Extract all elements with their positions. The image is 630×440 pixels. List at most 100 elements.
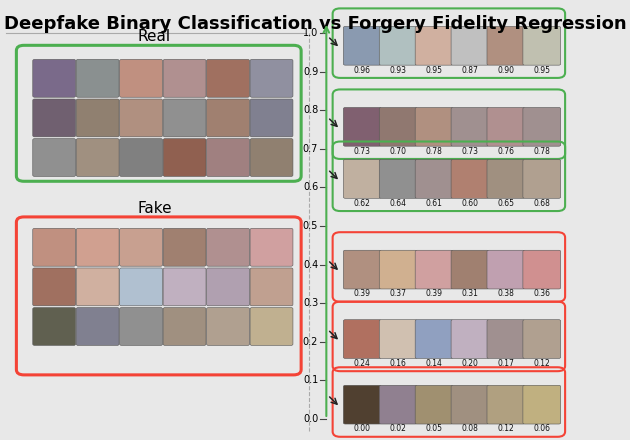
FancyBboxPatch shape — [207, 308, 249, 345]
Text: 0.60: 0.60 — [462, 199, 478, 208]
Text: 0.1: 0.1 — [303, 375, 318, 385]
FancyBboxPatch shape — [250, 139, 293, 176]
FancyBboxPatch shape — [120, 228, 163, 266]
FancyBboxPatch shape — [451, 160, 489, 198]
FancyBboxPatch shape — [33, 99, 76, 137]
FancyBboxPatch shape — [343, 320, 381, 359]
Text: 0.31: 0.31 — [462, 290, 478, 298]
FancyBboxPatch shape — [33, 308, 76, 345]
FancyBboxPatch shape — [523, 26, 561, 65]
Text: 0.70: 0.70 — [390, 147, 406, 156]
FancyBboxPatch shape — [33, 139, 76, 176]
Text: 0.14: 0.14 — [426, 359, 442, 368]
Text: 0.2: 0.2 — [303, 337, 318, 347]
FancyBboxPatch shape — [523, 320, 561, 359]
FancyBboxPatch shape — [250, 228, 293, 266]
FancyBboxPatch shape — [415, 107, 453, 146]
FancyBboxPatch shape — [415, 385, 453, 424]
Text: 0.24: 0.24 — [354, 359, 370, 368]
FancyBboxPatch shape — [33, 268, 76, 306]
FancyBboxPatch shape — [207, 228, 249, 266]
FancyBboxPatch shape — [415, 26, 453, 65]
Text: 0.39: 0.39 — [354, 290, 370, 298]
Text: 0.62: 0.62 — [354, 199, 370, 208]
Text: 0.6: 0.6 — [303, 182, 318, 192]
FancyBboxPatch shape — [76, 59, 119, 97]
Text: 0.08: 0.08 — [462, 425, 478, 433]
FancyBboxPatch shape — [163, 139, 206, 176]
FancyBboxPatch shape — [379, 26, 417, 65]
Text: 0.0: 0.0 — [303, 414, 318, 424]
Text: 0.95: 0.95 — [534, 66, 550, 75]
FancyBboxPatch shape — [163, 59, 206, 97]
Text: 0.73: 0.73 — [462, 147, 478, 156]
Text: 0.87: 0.87 — [462, 66, 478, 75]
FancyBboxPatch shape — [451, 107, 489, 146]
Text: 0.61: 0.61 — [426, 199, 442, 208]
Text: 0.37: 0.37 — [390, 290, 406, 298]
FancyBboxPatch shape — [207, 139, 249, 176]
Text: 0.05: 0.05 — [426, 425, 442, 433]
Text: 0.12: 0.12 — [534, 359, 550, 368]
Text: 0.93: 0.93 — [390, 66, 406, 75]
FancyBboxPatch shape — [451, 26, 489, 65]
Text: 0.36: 0.36 — [534, 290, 550, 298]
Text: 0.3: 0.3 — [303, 298, 318, 308]
Text: 0.64: 0.64 — [390, 199, 406, 208]
FancyBboxPatch shape — [415, 250, 453, 289]
FancyBboxPatch shape — [250, 308, 293, 345]
FancyBboxPatch shape — [163, 99, 206, 137]
Text: 0.76: 0.76 — [498, 147, 514, 156]
FancyBboxPatch shape — [343, 385, 381, 424]
Text: 0.06: 0.06 — [534, 425, 550, 433]
Text: Fake: Fake — [137, 201, 171, 216]
FancyBboxPatch shape — [487, 26, 525, 65]
FancyBboxPatch shape — [343, 250, 381, 289]
FancyBboxPatch shape — [415, 160, 453, 198]
FancyBboxPatch shape — [250, 99, 293, 137]
FancyBboxPatch shape — [120, 59, 163, 97]
FancyBboxPatch shape — [33, 228, 76, 266]
FancyBboxPatch shape — [343, 26, 381, 65]
Text: 0.17: 0.17 — [498, 359, 514, 368]
Text: 0.38: 0.38 — [498, 290, 514, 298]
FancyBboxPatch shape — [523, 385, 561, 424]
Text: 0.90: 0.90 — [498, 66, 514, 75]
FancyBboxPatch shape — [523, 107, 561, 146]
Text: 0.9: 0.9 — [303, 66, 318, 77]
FancyBboxPatch shape — [76, 228, 119, 266]
Text: 0.78: 0.78 — [426, 147, 442, 156]
FancyBboxPatch shape — [487, 320, 525, 359]
FancyBboxPatch shape — [451, 320, 489, 359]
FancyBboxPatch shape — [207, 59, 249, 97]
Text: 0.5: 0.5 — [303, 221, 318, 231]
FancyBboxPatch shape — [379, 385, 417, 424]
Text: 0.20: 0.20 — [462, 359, 478, 368]
Text: 0.7: 0.7 — [303, 144, 318, 154]
FancyBboxPatch shape — [163, 268, 206, 306]
FancyBboxPatch shape — [120, 268, 163, 306]
Text: 0.02: 0.02 — [390, 425, 406, 433]
FancyBboxPatch shape — [451, 250, 489, 289]
FancyBboxPatch shape — [120, 308, 163, 345]
FancyBboxPatch shape — [120, 99, 163, 137]
FancyBboxPatch shape — [379, 320, 417, 359]
FancyBboxPatch shape — [487, 160, 525, 198]
Text: 0.95: 0.95 — [426, 66, 442, 75]
FancyBboxPatch shape — [343, 160, 381, 198]
Text: 0.12: 0.12 — [498, 425, 514, 433]
Text: 0.73: 0.73 — [354, 147, 370, 156]
Text: 0.96: 0.96 — [354, 66, 370, 75]
FancyBboxPatch shape — [207, 268, 249, 306]
FancyBboxPatch shape — [163, 308, 206, 345]
FancyBboxPatch shape — [415, 320, 453, 359]
FancyBboxPatch shape — [451, 385, 489, 424]
FancyBboxPatch shape — [487, 385, 525, 424]
FancyBboxPatch shape — [76, 99, 119, 137]
Text: 0.16: 0.16 — [390, 359, 406, 368]
Text: 0.68: 0.68 — [534, 199, 550, 208]
Text: Real: Real — [138, 29, 171, 44]
Text: 0.65: 0.65 — [498, 199, 514, 208]
FancyBboxPatch shape — [76, 268, 119, 306]
FancyBboxPatch shape — [379, 250, 417, 289]
